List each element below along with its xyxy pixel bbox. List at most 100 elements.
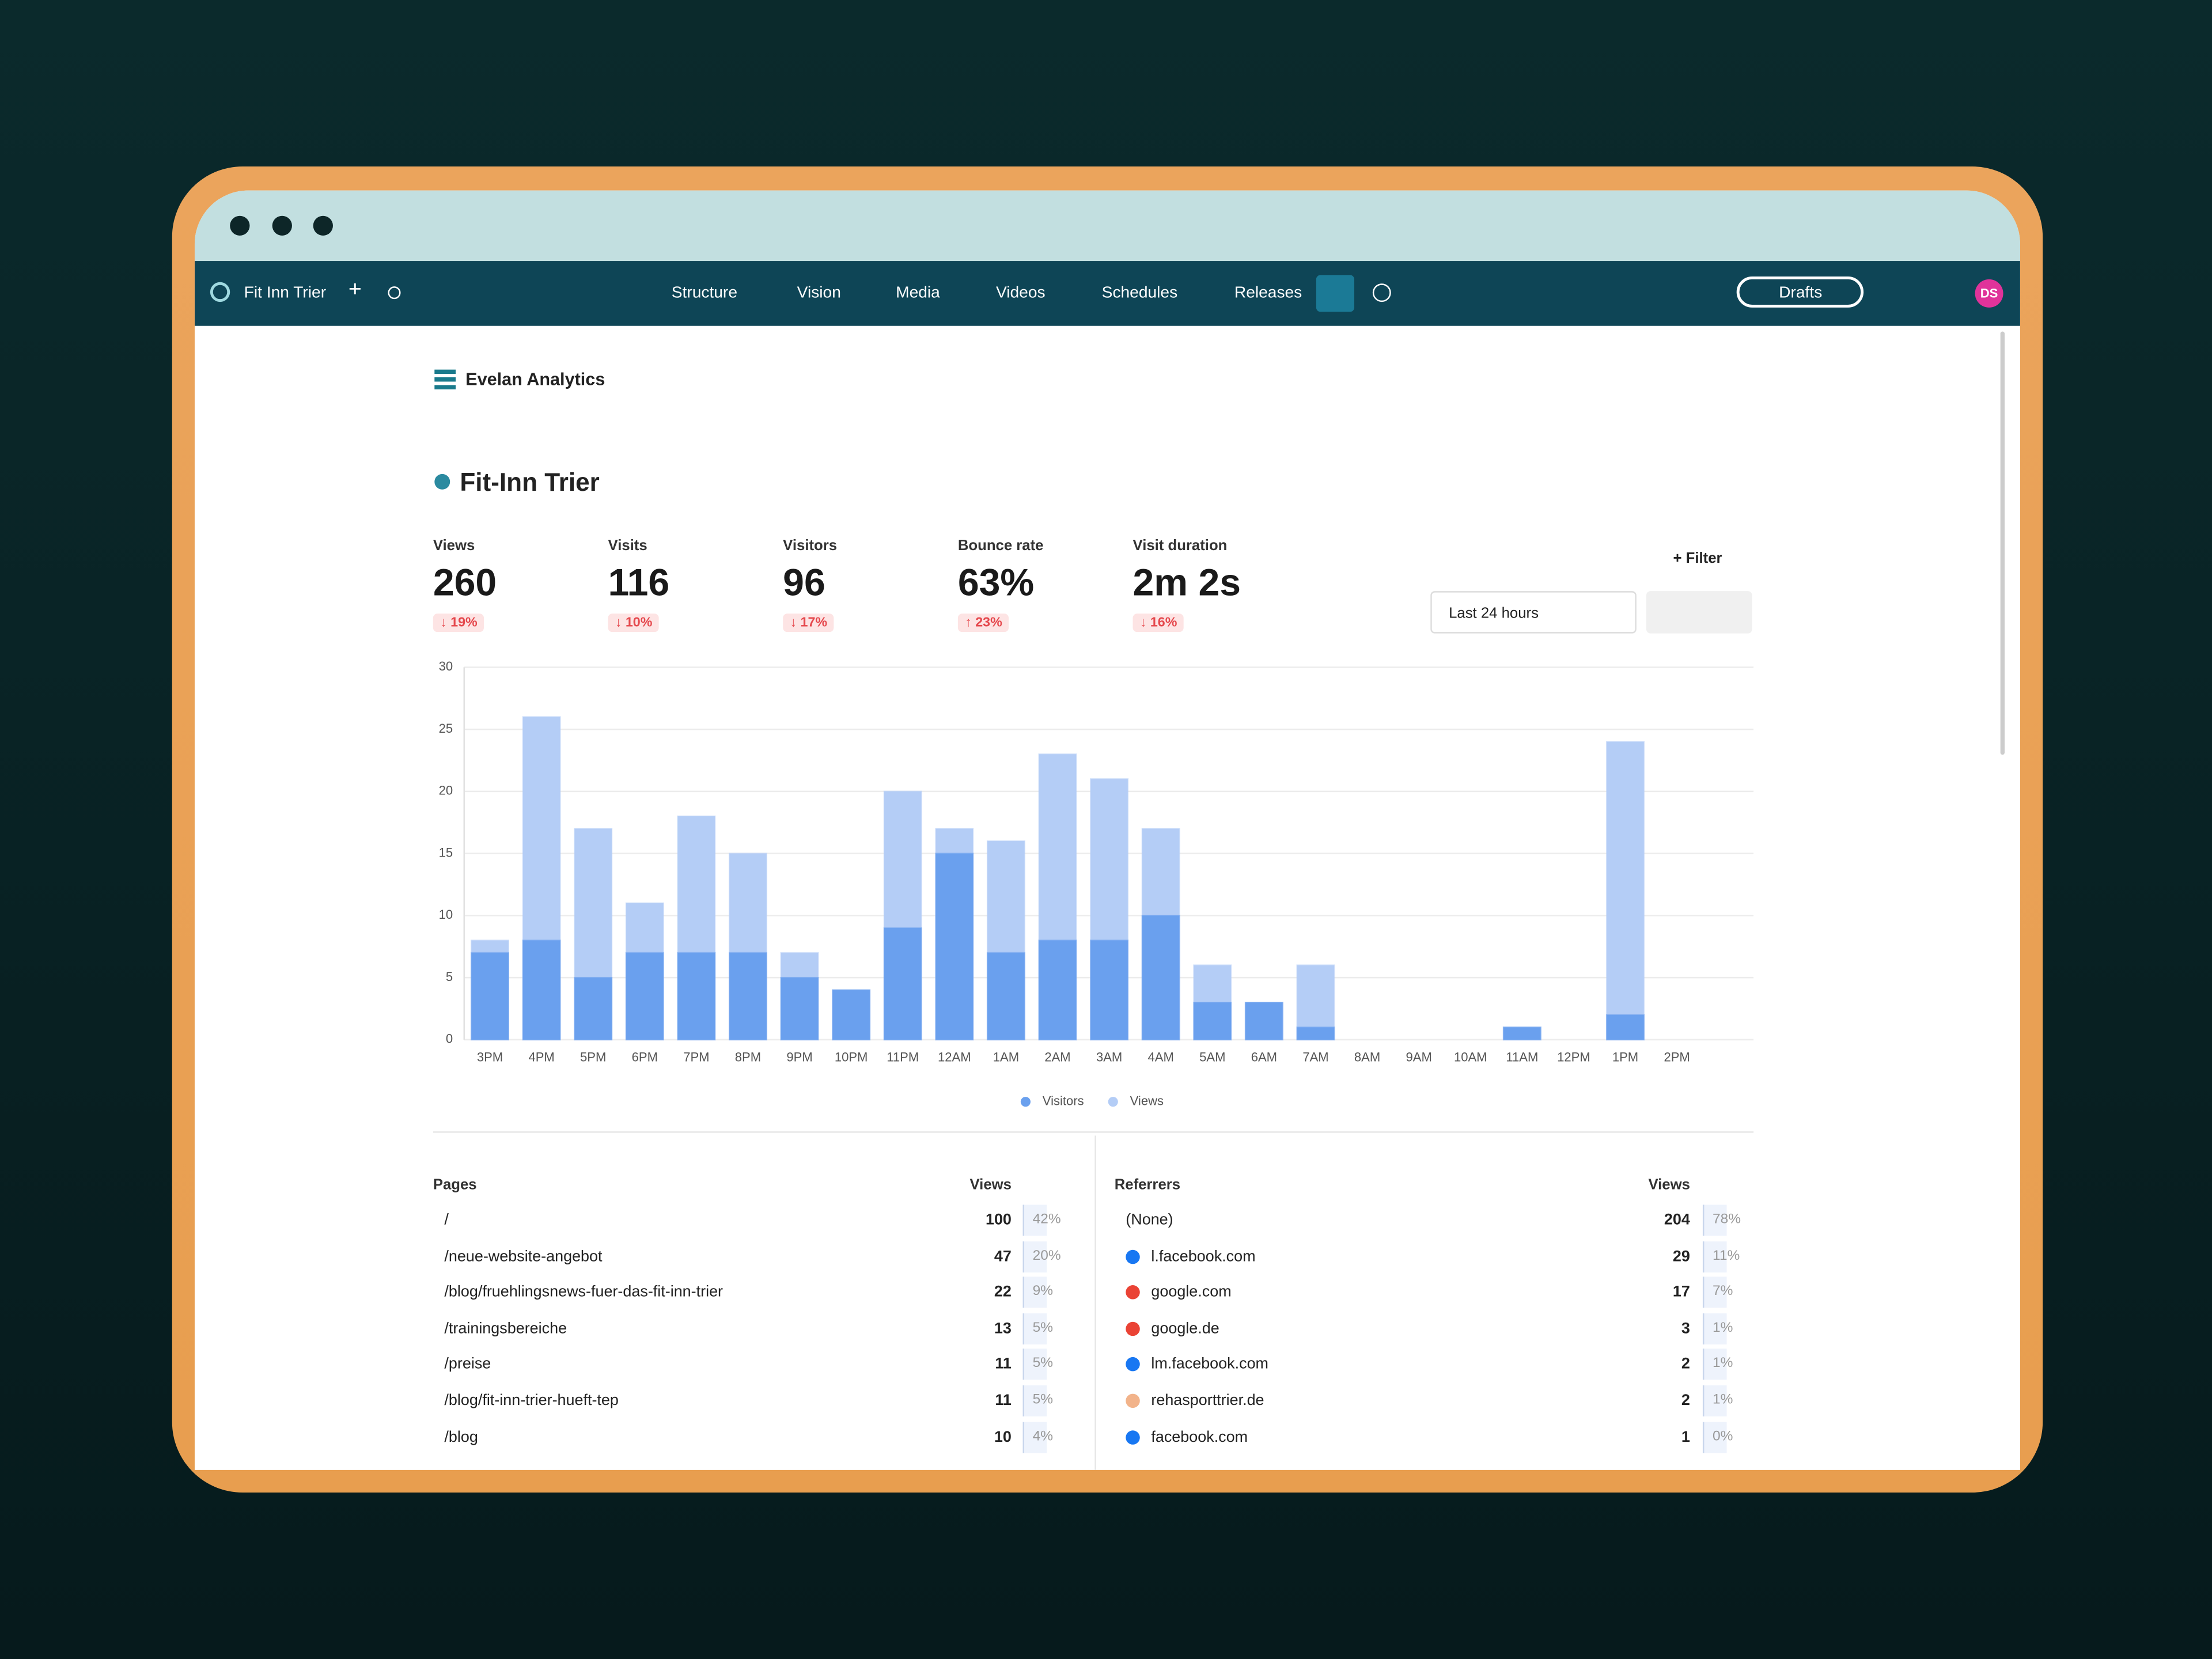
- bar: [1296, 1027, 1335, 1041]
- nav-item[interactable]: Structure: [671, 285, 738, 302]
- nav-item[interactable]: Schedules: [1101, 285, 1178, 302]
- row-label: lm.facebook.com: [1151, 1356, 1269, 1373]
- y-tick-label: 25: [439, 721, 453, 736]
- y-tick-label: 30: [439, 659, 453, 673]
- x-tick-label: 12PM: [1557, 1050, 1590, 1065]
- row-percent: 5%: [1032, 1392, 1054, 1408]
- row-bar: [1022, 1385, 1047, 1416]
- x-tick-label: 8PM: [735, 1050, 761, 1065]
- nav-item[interactable]: Videos: [995, 285, 1046, 302]
- bar: [1502, 1027, 1541, 1041]
- range-nav[interactable]: [1646, 591, 1752, 634]
- bar: [728, 952, 767, 1041]
- filter-label[interactable]: Filter: [1685, 550, 1722, 567]
- x-tick-label: 5PM: [580, 1050, 606, 1065]
- drafts-button[interactable]: [1736, 276, 1864, 308]
- row-value: 29: [1672, 1248, 1690, 1265]
- legend-marker: [1108, 1097, 1118, 1107]
- bar: [1038, 940, 1077, 1041]
- row-percent: 5%: [1032, 1320, 1054, 1336]
- stat-value: 260: [433, 561, 497, 604]
- referrer-icon: [1126, 1249, 1140, 1264]
- x-tick-label: 1AM: [993, 1050, 1019, 1065]
- row-percent: 9%: [1032, 1284, 1054, 1300]
- x-tick-label: 11PM: [887, 1050, 919, 1065]
- row-bar: [1022, 1205, 1047, 1236]
- analytics-tab[interactable]: [1316, 275, 1355, 312]
- window-dot: [230, 215, 250, 236]
- row-label: facebook.com: [1151, 1428, 1248, 1446]
- row-value: 204: [1664, 1211, 1690, 1229]
- divider: [1094, 1135, 1096, 1470]
- row-percent: 1%: [1713, 1392, 1733, 1408]
- row-label: (None): [1126, 1211, 1173, 1229]
- avatar[interactable]: DS: [1975, 279, 2003, 308]
- row-bar: [1022, 1421, 1047, 1453]
- nav-item[interactable]: Releases: [1234, 285, 1302, 302]
- referrer-icon: [1126, 1321, 1140, 1336]
- stat-value: 63%: [957, 561, 1035, 604]
- y-tick-label: 0: [446, 1032, 453, 1046]
- x-tick-label: 6PM: [632, 1050, 658, 1065]
- row-bar: [1702, 1385, 1727, 1416]
- bar: [935, 853, 974, 1041]
- row-label: google.de: [1151, 1320, 1219, 1338]
- referrer-icon: [1126, 1430, 1140, 1444]
- stat-change: ↓ 16%: [1132, 613, 1184, 632]
- x-tick-label: 3PM: [477, 1050, 503, 1065]
- row-percent: 42%: [1032, 1211, 1061, 1228]
- x-tick-label: 3AM: [1096, 1050, 1122, 1065]
- window-dot: [313, 215, 333, 236]
- column-header: Views: [1648, 1176, 1690, 1194]
- app-title: Evelan Analytics: [465, 369, 605, 389]
- add-icon[interactable]: +: [348, 278, 362, 302]
- x-tick-label: 9AM: [1406, 1050, 1432, 1065]
- filter-button[interactable]: + Filter: [1673, 550, 1722, 567]
- row-value: 11: [995, 1392, 1012, 1410]
- row-label: /: [444, 1211, 449, 1229]
- stat-change: ↑ 23%: [957, 613, 1010, 632]
- menu-icon[interactable]: [434, 369, 456, 389]
- search-icon[interactable]: [388, 286, 401, 300]
- nav-item[interactable]: Vision: [797, 285, 841, 302]
- bar: [883, 927, 922, 1041]
- bar: [1606, 741, 1645, 1041]
- table-title: Referrers: [1114, 1176, 1181, 1194]
- site-name[interactable]: Fit Inn Trier: [244, 285, 327, 302]
- nav-item[interactable]: Media: [896, 285, 940, 302]
- bar: [574, 976, 613, 1041]
- bar: [522, 940, 561, 1041]
- x-tick-label: 5AM: [1199, 1050, 1225, 1065]
- row-value: 1: [1681, 1428, 1690, 1446]
- row-bar: [1702, 1205, 1727, 1236]
- stat-change: ↓ 19%: [433, 613, 484, 632]
- range-select[interactable]: Last 24 hours: [1430, 591, 1637, 634]
- logo: [210, 282, 230, 302]
- scrollbar: [2000, 331, 2005, 755]
- row-label: /neue-website-angebot: [444, 1248, 603, 1265]
- row-label: /blog/fruehlingsnews-fuer-das-fit-inn-tr…: [444, 1284, 724, 1301]
- row-value: 2: [1681, 1356, 1690, 1373]
- x-tick-label: 1PM: [1612, 1050, 1638, 1065]
- nav-bar: Fit Inn Trier + Drafts DS Structure Visio…: [194, 261, 2020, 326]
- stat-label: Bounce rate: [957, 537, 1044, 555]
- globe-icon[interactable]: [1372, 283, 1391, 302]
- row-label: rehasporttrier.de: [1151, 1392, 1264, 1410]
- stat-value: 116: [608, 561, 670, 604]
- x-tick-label: 9PM: [786, 1050, 812, 1065]
- divider: [433, 1131, 1754, 1133]
- row-value: 22: [994, 1284, 1012, 1301]
- drafts-label[interactable]: Drafts: [1779, 285, 1823, 302]
- stat-value: 2m 2s: [1132, 561, 1241, 604]
- x-tick-label: 12AM: [938, 1050, 971, 1065]
- referrer-icon: [1126, 1285, 1140, 1300]
- x-tick-label: 2PM: [1664, 1050, 1690, 1065]
- row-bar: [1022, 1241, 1047, 1272]
- row-bar: [1702, 1277, 1727, 1308]
- x-tick-label: 4PM: [528, 1050, 554, 1065]
- bar: [1090, 940, 1129, 1041]
- x-tick-label: 2AM: [1044, 1050, 1070, 1065]
- row-value: 11: [995, 1356, 1012, 1373]
- legend-marker: [1020, 1097, 1031, 1107]
